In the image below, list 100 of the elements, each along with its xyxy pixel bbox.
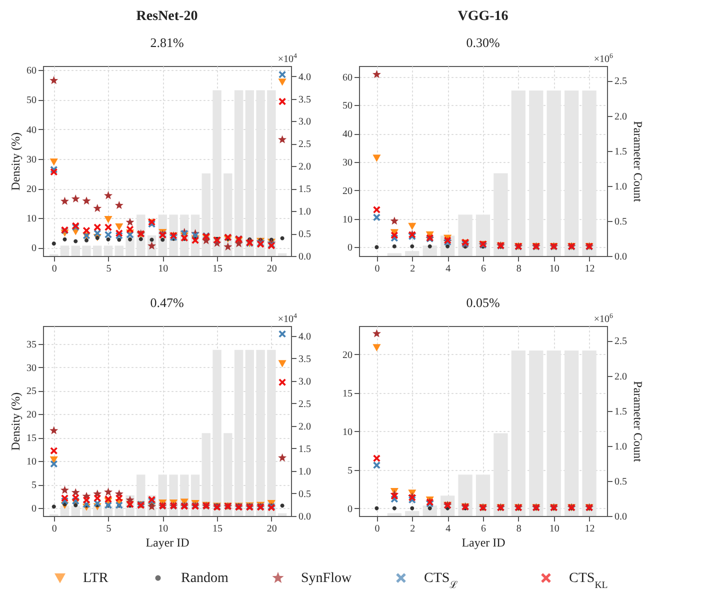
y-axis-title: Density (%) <box>8 392 22 451</box>
y-tick-label: 0 <box>32 504 36 515</box>
y-tick-label: 60 <box>342 72 352 84</box>
x-tick-label: 5 <box>106 524 112 534</box>
y-tick-label: 30 <box>342 157 352 168</box>
y-tick-label: 50 <box>26 95 36 106</box>
y2-tick-label: 1.5 <box>298 184 311 196</box>
y-tick-label: 20 <box>342 350 352 361</box>
x-tick-label: 2 <box>410 524 416 534</box>
y-tick-label: 10 <box>26 214 36 225</box>
x-tick-label: 15 <box>212 524 223 534</box>
legend-label: CTS$_{ℒ}$ <box>424 571 458 590</box>
y2-tick-label: 2.5 <box>298 139 311 150</box>
chart-subtitle: 0.30% <box>466 35 500 50</box>
y-tick-label: 0 <box>348 504 352 515</box>
y2-axis-title: Parameter Count <box>631 121 645 203</box>
legend-label: CTS$_{KL}$ <box>569 571 608 590</box>
chart-title: 0.05% <box>466 295 500 310</box>
y2-tick-label: 2.0 <box>614 111 627 122</box>
x-tick-label: 10 <box>158 264 168 274</box>
x-tick-label: 0 <box>374 264 380 274</box>
x-tick-label: 0 <box>52 524 57 534</box>
x-tick-label: 2 <box>410 264 416 274</box>
y-tick-label: 5 <box>348 465 352 476</box>
y-tick-label: 50 <box>342 100 352 112</box>
y2-tick-label: 1.0 <box>298 206 311 218</box>
x-tick-label: 12 <box>584 264 595 274</box>
y-tick-label: 40 <box>342 129 352 140</box>
x-tick-label: 10 <box>549 264 560 274</box>
x-tick-label: 8 <box>516 524 522 534</box>
x-tick-label: 0 <box>52 264 57 274</box>
legend-label: Random <box>181 571 229 586</box>
y2-tick-label: 3.5 <box>298 354 311 365</box>
y-tick-label: 15 <box>342 388 352 400</box>
y-tick-label: 5 <box>32 480 36 492</box>
chart-title: ResNet-20 <box>136 9 198 24</box>
y2-tick-label: 0.0 <box>614 512 627 522</box>
chart-title: 0.47% <box>150 295 184 310</box>
y-tick-label: 20 <box>26 184 36 196</box>
y2-tick-label: 1.5 <box>614 406 627 418</box>
y-tick-label: 35 <box>26 339 36 350</box>
y2-tick-label: 2.0 <box>298 421 311 432</box>
y2-tick-label: 0.5 <box>614 476 627 488</box>
y2-tick-label: 2.0 <box>614 371 627 382</box>
x-tick-label: 4 <box>446 264 451 274</box>
y2-tick-label: 3.5 <box>298 94 311 106</box>
y-tick-label: 30 <box>26 154 36 166</box>
y-tick-label: 10 <box>342 214 352 226</box>
x-tick-label: 6 <box>481 524 486 534</box>
y-tick-label: 25 <box>26 386 36 398</box>
y2-tick-label: 4.0 <box>298 72 311 83</box>
y-tick-label: 40 <box>26 124 36 136</box>
y2-tick-label: 3.0 <box>298 376 311 388</box>
x-tick-label: 4 <box>446 524 451 534</box>
y-tick-label: 10 <box>26 456 36 468</box>
y-tick-label: 0 <box>32 243 36 254</box>
y-tick-label: 20 <box>26 410 36 421</box>
y2-tick-label: 1.0 <box>614 181 627 192</box>
y-axis-title: Density (%) <box>8 132 22 191</box>
y2-tick-label: 2.0 <box>298 162 311 173</box>
text: ×10$^{6}$ <box>594 52 614 65</box>
y2-tick-label: 0.0 <box>298 512 311 522</box>
x-tick-label: 5 <box>106 264 112 274</box>
x-axis-title: Layer ID <box>462 536 506 550</box>
y2-tick-label: 2.5 <box>298 398 311 410</box>
y2-tick-label: 2.5 <box>614 76 627 88</box>
y2-tick-label: 0.5 <box>614 216 627 228</box>
x-tick-label: 20 <box>266 264 277 274</box>
x-tick-label: 0 <box>374 524 380 534</box>
y2-tick-label: 0.5 <box>298 488 311 500</box>
chart-title: VGG-16 <box>458 9 508 24</box>
text: ×10$^{4}$ <box>278 52 298 65</box>
text: ×10$^{6}$ <box>594 312 614 325</box>
x-axis-title: Layer ID <box>146 536 190 550</box>
y-tick-label: 15 <box>26 433 36 444</box>
y2-tick-label: 1.5 <box>298 444 311 455</box>
x-tick-label: 20 <box>266 524 277 534</box>
chart-subtitle: 2.81% <box>150 35 184 50</box>
y-tick-label: 10 <box>342 426 352 438</box>
y2-tick-label: 1.0 <box>614 441 627 452</box>
x-tick-label: 12 <box>584 524 595 534</box>
y2-tick-label: 4.0 <box>298 331 311 342</box>
text: ×10$^{4}$ <box>278 312 298 325</box>
x-tick-label: 10 <box>158 524 168 534</box>
y2-tick-label: 1.0 <box>298 466 311 478</box>
x-tick-label: 10 <box>549 524 560 534</box>
y2-axis-title: Parameter Count <box>631 381 645 463</box>
y2-tick-label: 0.0 <box>298 252 311 262</box>
y2-tick-label: 2.5 <box>614 336 627 348</box>
x-tick-label: 8 <box>516 264 522 274</box>
y2-tick-label: 1.5 <box>614 146 627 158</box>
y-tick-label: 20 <box>342 186 352 197</box>
x-tick-label: 6 <box>481 264 486 274</box>
y2-tick-label: 0.0 <box>614 252 627 262</box>
y-tick-label: 30 <box>26 362 36 374</box>
x-tick-label: 15 <box>212 264 223 274</box>
legend-label: LTR <box>83 571 109 586</box>
legend-label: SynFlow <box>301 571 352 586</box>
y-tick-label: 0 <box>348 242 352 254</box>
y2-tick-label: 0.5 <box>298 229 311 240</box>
